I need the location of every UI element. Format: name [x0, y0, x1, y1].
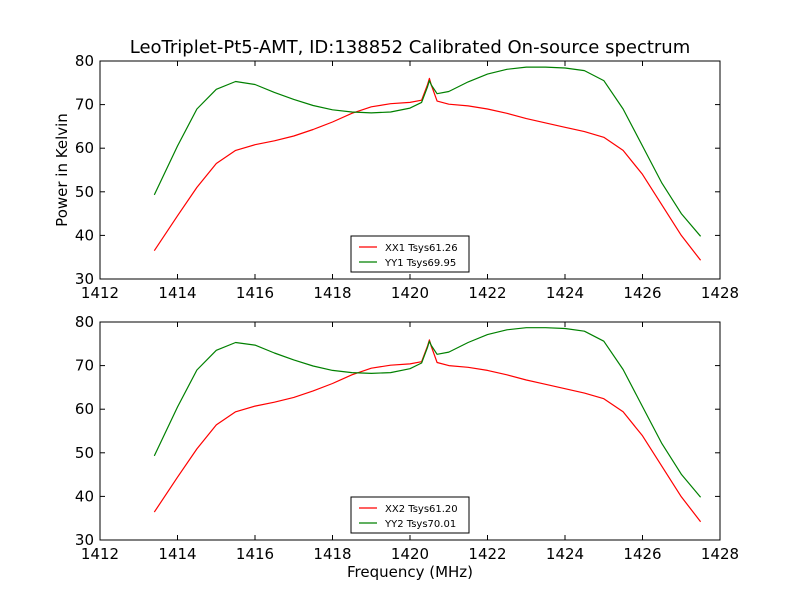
y-tick-label: 50	[75, 183, 94, 201]
x-tick-label: 1420	[391, 284, 429, 302]
top-panel: 1412 1414 1416 1418 1420 1422 1424 1426 1428 30 40…	[53, 52, 739, 302]
y-tick-label: 80	[75, 52, 94, 70]
legend-label: YY2 Tsys70.01	[384, 519, 456, 530]
y-tick-label: 50	[75, 444, 94, 462]
legend-box	[350, 235, 470, 273]
x-tick-label: 1414	[158, 545, 196, 563]
legend-label: YY1 Tsys69.95	[384, 258, 456, 269]
x-tick-label: 1428	[701, 284, 739, 302]
y-tick-label: 70	[75, 357, 94, 375]
x-tick-label: 1422	[468, 284, 506, 302]
y-tick-label: 80	[75, 313, 94, 331]
legend-label: XX1 Tsys61.26	[385, 243, 458, 254]
bottom-panel: 1412 1414 1416 1418 1420 1422 1424 1426 1428 30 40…	[75, 313, 739, 563]
y-tick-label: 40	[75, 487, 94, 505]
y-tick-label: 40	[75, 226, 94, 244]
y-tick-label: 30	[75, 270, 94, 288]
y-tick-label: 30	[75, 531, 94, 549]
series-line-xx	[153, 77, 702, 261]
x-tick-label: 1422	[468, 545, 506, 563]
series-line-xx	[153, 339, 702, 523]
x-tick-label: 1418	[313, 284, 351, 302]
y-tick-label: 70	[75, 96, 94, 114]
x-tick-label: 1426	[623, 545, 661, 563]
x-tick-label: 1424	[546, 545, 584, 563]
y-axis-label: Power in Kelvin	[53, 113, 71, 227]
legend-label: XX2 Tsys61.20	[385, 504, 458, 515]
x-tick-label: 1412	[81, 545, 119, 563]
x-tick-label: 1420	[391, 545, 429, 563]
legend-box	[350, 496, 470, 534]
x-tick-label: 1424	[546, 284, 584, 302]
series-line-yy	[153, 66, 702, 237]
x-tick-label: 1412	[81, 284, 119, 302]
y-tick-label: 60	[75, 139, 94, 157]
x-axis-label: Frequency (MHz)	[347, 563, 473, 581]
x-tick-label: 1414	[158, 284, 196, 302]
series-line-yy	[153, 327, 702, 498]
x-tick-label: 1426	[623, 284, 661, 302]
x-tick-label: 1416	[236, 545, 274, 563]
y-tick-label: 60	[75, 400, 94, 418]
figure-title: LeoTriplet-Pt5-AMT, ID:138852 Calibrated…	[130, 37, 691, 58]
x-tick-label: 1418	[313, 545, 351, 563]
x-tick-label: 1416	[236, 284, 274, 302]
x-tick-label: 1428	[701, 545, 739, 563]
